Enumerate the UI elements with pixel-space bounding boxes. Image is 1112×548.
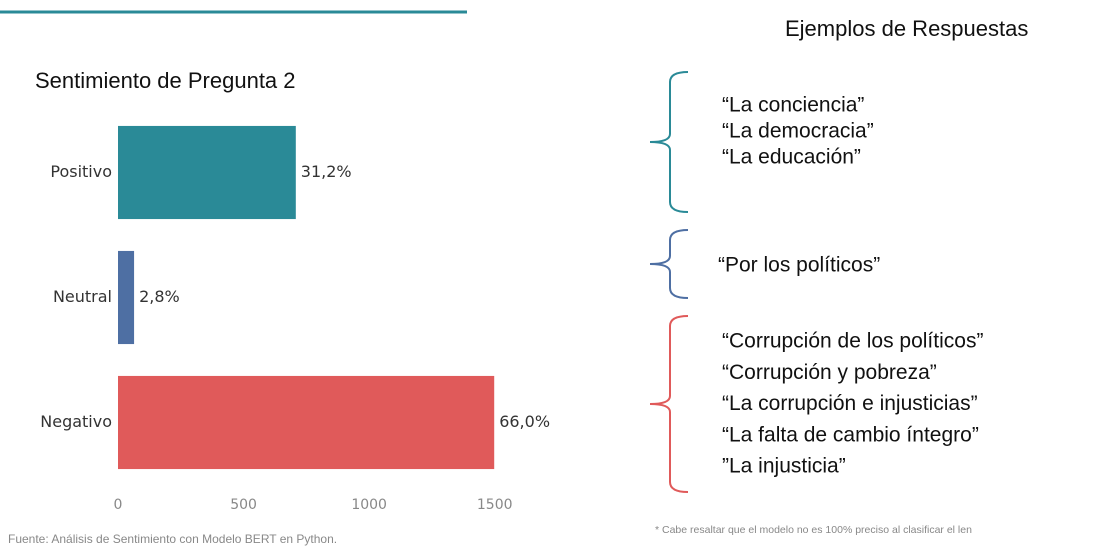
example-text: “La falta de cambio íntegro”	[722, 423, 979, 446]
x-tick-label: 1000	[351, 497, 387, 513]
x-tick-label: 1500	[477, 497, 513, 513]
chart-title: Sentimiento de Pregunta 2	[35, 68, 296, 93]
bar	[118, 375, 495, 470]
category-label: Positivo	[50, 162, 112, 181]
category-label: Negativo	[40, 412, 112, 431]
x-tick-label: 0	[114, 497, 123, 513]
brace	[649, 229, 689, 299]
example-text: “Corrupción y pobreza”	[722, 361, 937, 384]
brace	[649, 315, 689, 493]
category-label: Neutral	[53, 287, 112, 306]
example-text: “La corrupción e injusticias”	[722, 392, 978, 415]
share-label: 2,8%	[139, 287, 180, 306]
example-text: “La democracia”	[722, 120, 874, 143]
brace	[649, 71, 689, 213]
examples-title: Ejemplos de Respuestas	[785, 16, 1028, 41]
bar	[118, 250, 135, 345]
share-label: 31,2%	[301, 162, 352, 181]
source: Fuente: Análisis de Sentimiento con Mode…	[8, 532, 337, 546]
bar	[118, 125, 296, 220]
example-text: “La educación”	[722, 146, 861, 169]
example-text: ”La injusticia”	[722, 455, 846, 478]
example-text: “Corrupción de los políticos”	[722, 330, 983, 353]
example-text: “Por los políticos”	[718, 254, 880, 277]
x-tick-label: 500	[230, 497, 257, 513]
share-label: 66,0%	[499, 412, 550, 431]
example-text: “La conciencia”	[722, 94, 864, 117]
footnote: * Cabe resaltar que el modelo no es 100%…	[655, 524, 972, 536]
